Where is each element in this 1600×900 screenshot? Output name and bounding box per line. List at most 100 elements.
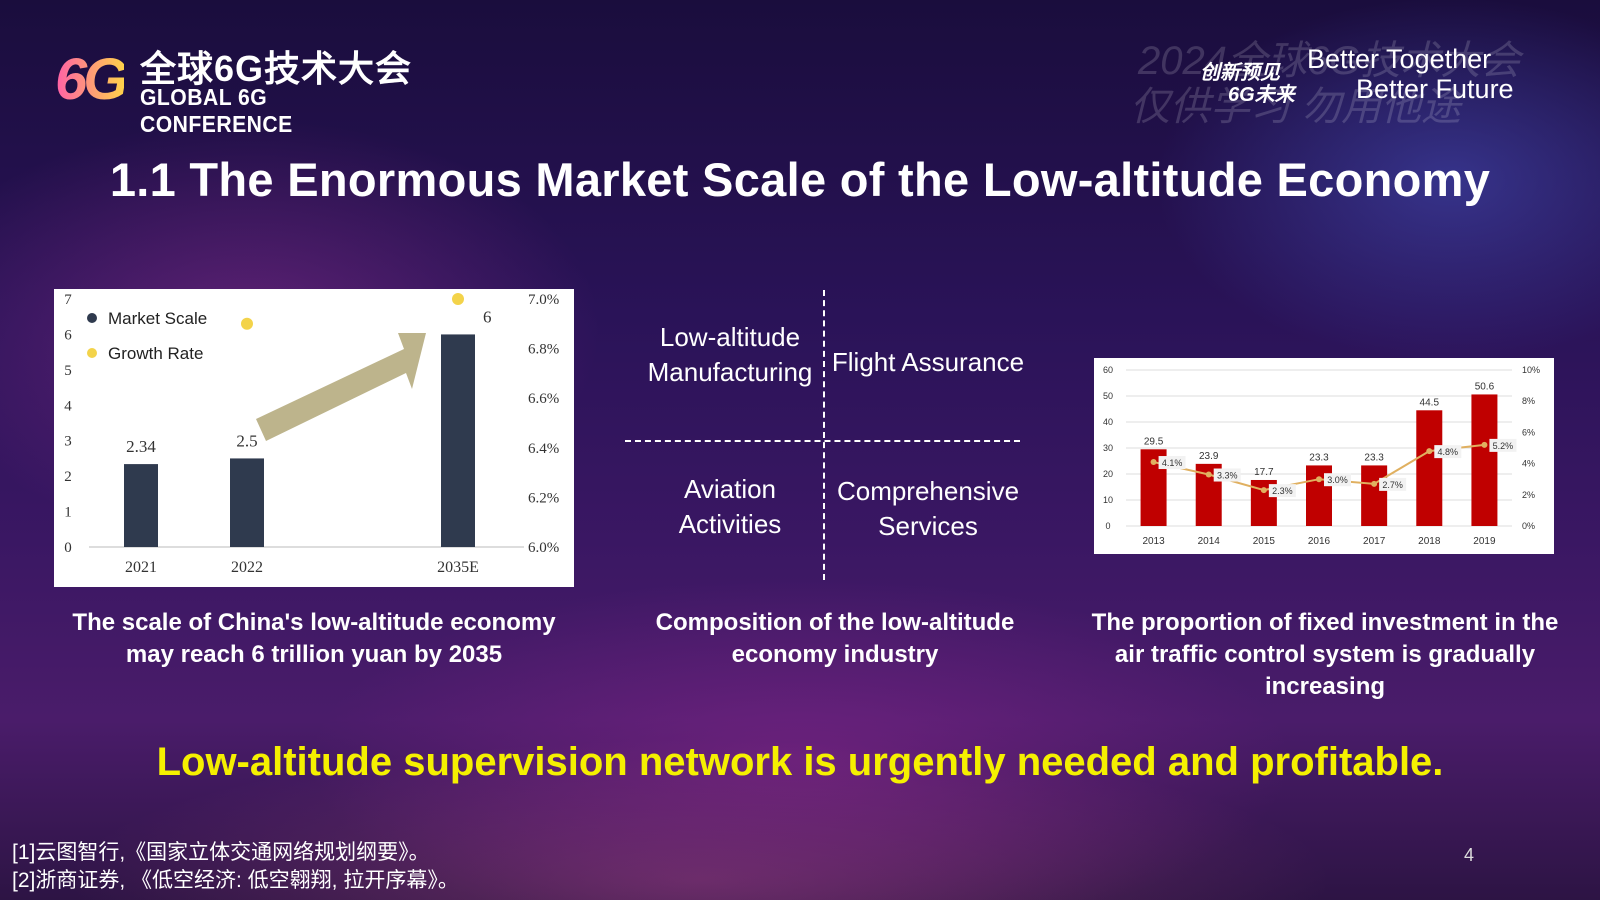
chart1-y2-tick: 6.6% — [528, 391, 559, 407]
chart3-ratio-point — [1371, 480, 1378, 487]
market-scale-chart-svg: 0 1 2 3 4 5 6 7 6.0% 6.2% 6.4% 6.6% 6.8% 7.0% 2.34 2021… — [64, 292, 559, 576]
chart3-value-label: 50.6 — [1475, 381, 1495, 392]
chart3-y2-tick: 4% — [1522, 459, 1535, 469]
chart3-y-tick: 40 — [1103, 417, 1113, 427]
chart3-ratio-point — [1316, 476, 1322, 483]
chart1-x-tick: 2021 — [125, 559, 157, 576]
chart1-bar — [441, 334, 475, 547]
chart1-y2-tick: 7.0% — [528, 292, 559, 308]
watermark-line-1: 2024全球6G技术大会 — [1138, 39, 1521, 83]
chart3-ratio-label-bg — [1434, 445, 1462, 459]
chart3-x-tick: 2014 — [1198, 536, 1221, 547]
chart3-value-label: 17.7 — [1254, 467, 1274, 478]
slogan-cn-line-2: 6G未来 — [1228, 84, 1295, 106]
chart3-x-tick: 2016 — [1308, 536, 1331, 547]
quadrant-bottom-left: Aviation Activities — [678, 474, 782, 539]
chart3-y-tick: 20 — [1103, 469, 1113, 479]
chart1-y-tick: 2 — [64, 469, 72, 485]
chart1-data-label: 6 — [483, 307, 492, 326]
chart3-value-label: 23.3 — [1364, 452, 1384, 463]
chart3-ratio-point — [1150, 459, 1157, 466]
chart3-ratio-label: 3.3% — [1217, 471, 1238, 481]
chart3-ratio-point — [1205, 471, 1212, 478]
quadrant-top-right: Flight Assurance — [831, 347, 1025, 377]
chart1-y-tick: 6 — [64, 327, 72, 343]
slogan-en-line-2: Better Future — [1356, 74, 1514, 104]
chart1-y-tick: 3 — [64, 434, 72, 450]
chart1-y-tick: 1 — [64, 505, 72, 521]
chart3-y-tick: 10 — [1103, 495, 1113, 505]
chart1-y-tick: 5 — [64, 363, 72, 379]
chart1-data-label: 2.34 — [126, 437, 156, 456]
chart1-growth-dot — [452, 293, 464, 305]
chart3-bar — [1416, 410, 1443, 526]
caption-composition: Composition of the low-altitude economy … — [655, 609, 1015, 668]
chart1-data-label: 2.5 — [236, 431, 257, 450]
chart3-ratio-label-bg — [1158, 456, 1186, 470]
chart3-ratio-label-bg — [1489, 438, 1517, 452]
quadrant-horizontal-divider — [625, 440, 1020, 442]
chart3-x-tick: 2017 — [1363, 536, 1386, 547]
chart3-x-tick: 2019 — [1473, 536, 1496, 547]
caption-atc-investment: The proportion of fixed investment in th… — [1091, 609, 1559, 700]
chart1-x-tick: 2022 — [231, 559, 263, 576]
chart3-x-tick: 2018 — [1418, 536, 1441, 547]
chart3-y2-tick: 0% — [1522, 521, 1535, 531]
page-number: 4 — [1464, 845, 1475, 865]
chart3-ratio-label-bg — [1379, 477, 1407, 491]
chart3-ratio-label-bg — [1213, 468, 1241, 482]
chart3-ratio-label-bg — [1324, 473, 1351, 487]
reference-1: [1]云图智行,《国家立体交通网络规划纲要》。 — [12, 841, 430, 864]
chart1-growth-dot — [241, 317, 253, 330]
chart3-y-tick: 30 — [1103, 443, 1113, 453]
quadrant-bottom-right: Comprehensive Services — [836, 476, 1020, 541]
slogan-cn-line-1: 创新预见 — [1200, 62, 1280, 84]
chart3-x-tick: 2013 — [1142, 536, 1165, 547]
chart1-y2-tick: 6.8% — [528, 342, 559, 358]
chart1-y2-tick: 6.4% — [528, 441, 559, 457]
chart3-y2-tick: 6% — [1522, 427, 1535, 437]
chart3-value-label: 44.5 — [1420, 397, 1440, 408]
chart1-bar — [124, 464, 158, 547]
slide-title: 1.1 The Enormous Market Scale of the Low… — [109, 153, 1491, 206]
quadrant-vertical-divider — [823, 290, 825, 580]
chart1-y-tick: 0 — [64, 540, 72, 556]
logo-6g-mark: 6G — [55, 47, 128, 112]
chart3-ratio-label: 2.7% — [1382, 480, 1403, 490]
chart3-y-tick: 50 — [1103, 391, 1113, 401]
chart1-y2-tick: 6.2% — [528, 490, 559, 506]
chart3-value-label: 29.5 — [1144, 436, 1164, 447]
chart3-ratio-label: 5.2% — [1493, 441, 1514, 451]
chart3-ratio-label: 3.0% — [1327, 475, 1348, 485]
watermark-line-2: 仅供学习 勿用他途 — [1130, 85, 1462, 129]
chart3-ratio-point — [1426, 448, 1433, 455]
chart1-y2-tick: 6.0% — [528, 540, 559, 556]
chart3-ratio-label: 4.8% — [1438, 447, 1459, 457]
chart3-ratio-label: 2.3% — [1272, 486, 1293, 496]
chart1-legend-swatch-scale — [87, 313, 97, 323]
chart3-y2-tick: 8% — [1522, 396, 1535, 406]
chart3-y2-tick: 2% — [1522, 490, 1535, 500]
chart3-y2-tick: 10% — [1522, 365, 1540, 375]
logo-cn-title: 全球6G技术大会 — [140, 48, 413, 89]
quadrant-top-left: Low-altitude Manufacturing — [647, 322, 813, 387]
atc-investment-chart-svg: 0 10 20 30 40 50 60 0% 2% 4% 6% 8% 10% 29.5 2013 23.9 20… — [1103, 365, 1540, 547]
chart1-y-tick: 4 — [64, 398, 72, 414]
atc-investment-chart: 0 10 20 30 40 50 60 0% 2% 4% 6% 8% 10% 29.5 2013 23.9 20… — [1094, 358, 1554, 554]
chart3-ratio-label-bg — [1268, 484, 1296, 498]
chart3-y-tick: 60 — [1103, 365, 1113, 375]
reference-2: [2]浙商证券, 《低空经济: 低空翱翔, 拉开序幕》。 — [12, 869, 459, 892]
chart1-growth-arrow — [256, 333, 426, 441]
chart3-ratio-point — [1481, 441, 1488, 448]
chart1-legend-swatch-growth — [87, 348, 97, 358]
chart3-x-tick: 2015 — [1253, 536, 1276, 547]
chart3-value-label: 23.9 — [1199, 451, 1219, 462]
market-scale-chart: 0 1 2 3 4 5 6 7 6.0% 6.2% 6.4% 6.6% 6.8% 7.0% 2.34 2021… — [54, 289, 574, 587]
chart1-y-tick: 7 — [64, 292, 72, 308]
logo-en-title: GLOBAL 6G CONFERENCE — [140, 84, 293, 137]
chart3-value-label: 23.3 — [1309, 452, 1329, 463]
slogan-en-line-1: Better Together — [1307, 44, 1492, 74]
chart3-bar — [1361, 465, 1388, 526]
chart3-ratio-point — [1260, 487, 1267, 494]
chart3-bar — [1471, 394, 1498, 526]
